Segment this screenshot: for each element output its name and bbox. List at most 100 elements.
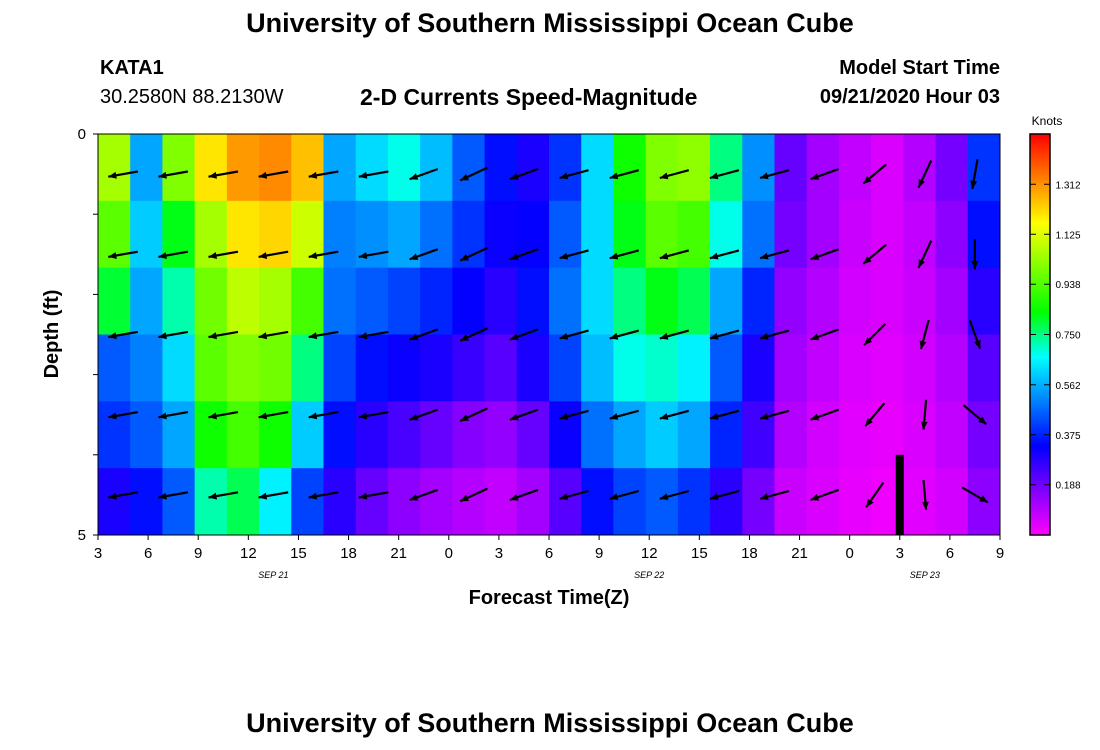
current-vector-arrow — [709, 489, 740, 501]
current-vector-arrow — [810, 328, 840, 341]
current-vector-arrow — [258, 411, 289, 420]
heatmap-cell — [516, 267, 550, 336]
current-time-marker — [895, 454, 904, 535]
heatmap-cell — [452, 267, 486, 336]
heatmap-cell — [226, 401, 260, 469]
current-vector-arrow — [559, 409, 589, 420]
heatmap-cell — [677, 468, 711, 535]
heatmap-cell — [742, 468, 776, 535]
heatmap-cell — [903, 200, 937, 269]
heatmap-cell — [613, 134, 647, 202]
current-vector-arrow — [864, 402, 886, 427]
axes: 3 6 9 12 15 18 21 0 3 6 9 12 15 18 21 0 3 6 9 SEP 21 SEP 22 S… — [78, 126, 1005, 580]
heatmap-cell — [420, 334, 453, 402]
station-coordinates: 30.2580N 88.2130W — [100, 86, 284, 108]
colorbar-tick-label: 0.188 — [1055, 481, 1080, 492]
chart-subtitle: 2-D Currents Speed-Magnitude — [360, 84, 698, 110]
heatmap-cell — [581, 267, 615, 336]
current-vector-arrow — [709, 329, 740, 340]
heatmap-cell — [420, 200, 453, 269]
colorbar-tick-label: 0.375 — [1055, 431, 1080, 442]
heatmap-cell — [806, 134, 840, 202]
heatmap-cell — [806, 468, 840, 535]
heatmap-cell — [871, 134, 904, 202]
colorbar-tick-label: 1.312 — [1055, 180, 1080, 191]
current-vector-arrow — [409, 167, 439, 181]
bottom-title: University of Southern Mississippi Ocean… — [246, 708, 854, 738]
heatmap-cell — [387, 334, 421, 402]
current-vector-arrow — [208, 330, 239, 340]
heatmap-cell — [162, 468, 196, 535]
heatmap-cell — [452, 468, 486, 535]
current-vector-arrow — [962, 404, 988, 426]
heatmap-cell — [162, 401, 196, 469]
heatmap-cell — [130, 401, 164, 469]
heatmap-cell — [259, 134, 292, 202]
current-vector-arrow — [158, 250, 189, 259]
heatmap-cell — [291, 267, 325, 336]
heatmap-cell — [484, 468, 518, 535]
heatmap-cell — [613, 468, 647, 535]
heatmap-cell — [387, 134, 421, 202]
colorbar-unit: Knots — [1032, 114, 1063, 128]
heatmap-cell — [226, 334, 260, 402]
current-vector-arrow — [308, 330, 339, 340]
heatmap-cell — [903, 134, 937, 202]
heatmap-cell — [259, 267, 292, 336]
current-vector-arrow — [308, 411, 339, 420]
heatmap-cell — [226, 267, 260, 336]
heatmap-cell — [323, 200, 357, 269]
heatmap-cell — [291, 468, 325, 535]
current-vector-arrow — [258, 491, 289, 500]
current-vector-arrow — [865, 481, 885, 508]
heatmap-cell — [323, 468, 357, 535]
heatmap-cell — [838, 134, 872, 202]
current-vector-arrow — [459, 407, 488, 422]
current-vector-arrow — [919, 319, 930, 350]
current-vector-arrow — [968, 320, 982, 349]
current-vector-arrow — [258, 250, 289, 259]
current-vector-arrow — [709, 169, 740, 180]
heatmap-cell — [742, 200, 776, 269]
heatmap-cell — [452, 134, 486, 202]
heatmap-cell — [677, 267, 711, 336]
current-vector-arrow — [509, 488, 539, 502]
heatmap-cell — [645, 334, 679, 402]
heatmap-cell — [355, 200, 389, 269]
current-vector-arrow — [609, 409, 639, 420]
current-vector-arrow — [459, 247, 488, 262]
heatmap-cell — [323, 267, 357, 336]
heatmap-cell — [420, 468, 453, 535]
current-vector-arrow — [409, 248, 439, 261]
current-vector-arrow — [158, 411, 189, 420]
heatmap-cell — [613, 334, 647, 402]
current-vector-arrow — [358, 411, 389, 420]
x-tick-label: 3 — [896, 545, 904, 562]
current-vector-arrow — [208, 411, 239, 420]
heatmap-cell — [774, 401, 808, 469]
station-id: KATA1 — [100, 57, 164, 79]
heatmap-cell — [98, 267, 131, 336]
heatmap-cell — [742, 267, 776, 336]
x-tick-label: 0 — [445, 545, 453, 562]
heatmap-cell — [259, 334, 292, 402]
model-start-value: 09/21/2020 Hour 03 — [819, 86, 1000, 108]
current-vector-arrow — [559, 249, 589, 260]
current-vector-arrow — [108, 250, 138, 259]
colorbar-tick-label: 0.938 — [1055, 280, 1080, 291]
heatmap-cell — [549, 401, 582, 469]
heatmap-cell — [516, 401, 550, 469]
heatmap-cell — [806, 267, 840, 336]
heatmap-cell — [98, 134, 131, 202]
date-label: SEP 21 — [258, 570, 288, 580]
current-vector-arrow — [509, 167, 539, 181]
colorbar: Knots 1.312 1.125 0.938 0.750 0.562 0.375 0.18… — [1029, 114, 1081, 536]
current-vector-arrow — [208, 491, 239, 500]
heatmap-cell — [645, 267, 679, 336]
heatmap-cell — [967, 200, 1000, 269]
heatmap-cell — [452, 200, 486, 269]
current-vector-arrow — [108, 170, 138, 179]
current-vector-arrow — [609, 329, 639, 340]
current-vector-arrow — [308, 170, 339, 179]
heatmap-cell — [774, 267, 808, 336]
